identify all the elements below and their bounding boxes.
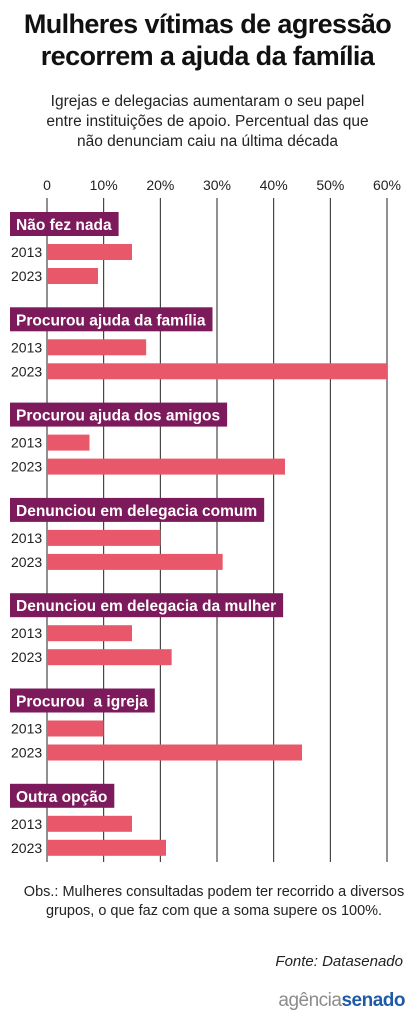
source-note: Fonte: Datasenado <box>275 953 403 970</box>
year-label: 2023 <box>11 649 42 665</box>
category-label-bg <box>10 497 265 522</box>
bar-2013 <box>47 529 161 546</box>
x-tick-label: 50% <box>316 177 344 193</box>
bar-2013 <box>47 720 104 737</box>
year-label: 2023 <box>11 745 42 761</box>
bar-2023 <box>47 839 166 856</box>
category-label: Procurou a igreja <box>16 694 148 711</box>
x-tick-label: 30% <box>203 177 231 193</box>
bar-2013 <box>47 244 132 260</box>
category-label: Outra opção <box>16 789 107 806</box>
chart-subtitle: Igrejas e delegacias aumentaram o seu pa… <box>20 92 395 152</box>
year-label: 2013 <box>11 816 42 832</box>
x-tick-label: 0 <box>43 177 51 193</box>
subtitle-line-2: entre instituições de apoio. Percentual … <box>46 113 369 130</box>
bar-2013 <box>47 625 132 642</box>
category-label-bg <box>10 212 119 236</box>
category-label: Procurou ajuda da família <box>16 312 206 329</box>
bar-2023 <box>47 553 223 570</box>
x-tick-label: 10% <box>90 177 118 193</box>
subtitle-line-3: não denunciam caiu na última década <box>76 133 339 150</box>
title-line-2: recorrem a ajuda da família <box>40 41 375 71</box>
category-label-bg <box>10 307 213 332</box>
agencia-senado-logo: agênciasenado <box>278 990 405 1012</box>
category-label-bg <box>10 783 115 808</box>
year-label: 2013 <box>11 721 42 737</box>
subtitle-line-1: Igrejas e delegacias aumentaram o seu pa… <box>50 93 365 110</box>
bar-2023 <box>47 363 387 380</box>
year-label: 2023 <box>11 268 42 284</box>
bar-2023 <box>47 458 285 475</box>
bar-2023 <box>47 649 172 666</box>
year-label: 2013 <box>11 530 42 546</box>
bar-chart: 0 10% 20% 30% 40% 50% 60% Não fez nada 2013 2023 P… <box>10 177 401 862</box>
bar-2023 <box>47 268 98 284</box>
year-label: 2013 <box>11 625 42 641</box>
category-label-bg <box>10 402 228 427</box>
year-label: 2013 <box>11 244 42 260</box>
category-label: Procurou ajuda dos amigos <box>16 408 220 425</box>
bar-2013 <box>47 339 147 356</box>
year-label: 2023 <box>11 363 42 379</box>
year-label: 2013 <box>11 339 42 355</box>
obs-line-1: Obs.: Mulheres consultadas podem ter rec… <box>23 884 405 900</box>
category-label-bg <box>10 593 284 618</box>
year-label: 2013 <box>11 435 42 451</box>
year-label: 2023 <box>11 459 42 475</box>
chart-title: Mulheres vítimas de agressão recorrem a … <box>0 8 415 72</box>
title-line-1: Mulheres vítimas de agressão <box>23 9 392 39</box>
year-label: 2023 <box>11 554 42 570</box>
obs-line-2: grupos, o que faz com que a soma supere … <box>45 903 383 919</box>
category-label-bg <box>10 688 155 713</box>
category-label: Não fez nada <box>16 217 112 234</box>
bar-2023 <box>47 744 302 761</box>
logo-part-2: senado <box>341 990 405 1011</box>
bar-2013 <box>47 815 132 832</box>
category-label: Denunciou em delegacia comum <box>16 503 257 520</box>
x-tick-label: 60% <box>373 177 401 193</box>
year-label: 2023 <box>11 840 42 856</box>
observation-note: Obs.: Mulheres consultadas podem ter rec… <box>18 883 410 921</box>
x-tick-label: 40% <box>260 177 288 193</box>
category-label: Denunciou em delegacia da mulher <box>16 598 276 615</box>
logo-part-1: agência <box>278 990 342 1011</box>
x-tick-label: 20% <box>146 177 174 193</box>
bar-2013 <box>47 434 90 451</box>
